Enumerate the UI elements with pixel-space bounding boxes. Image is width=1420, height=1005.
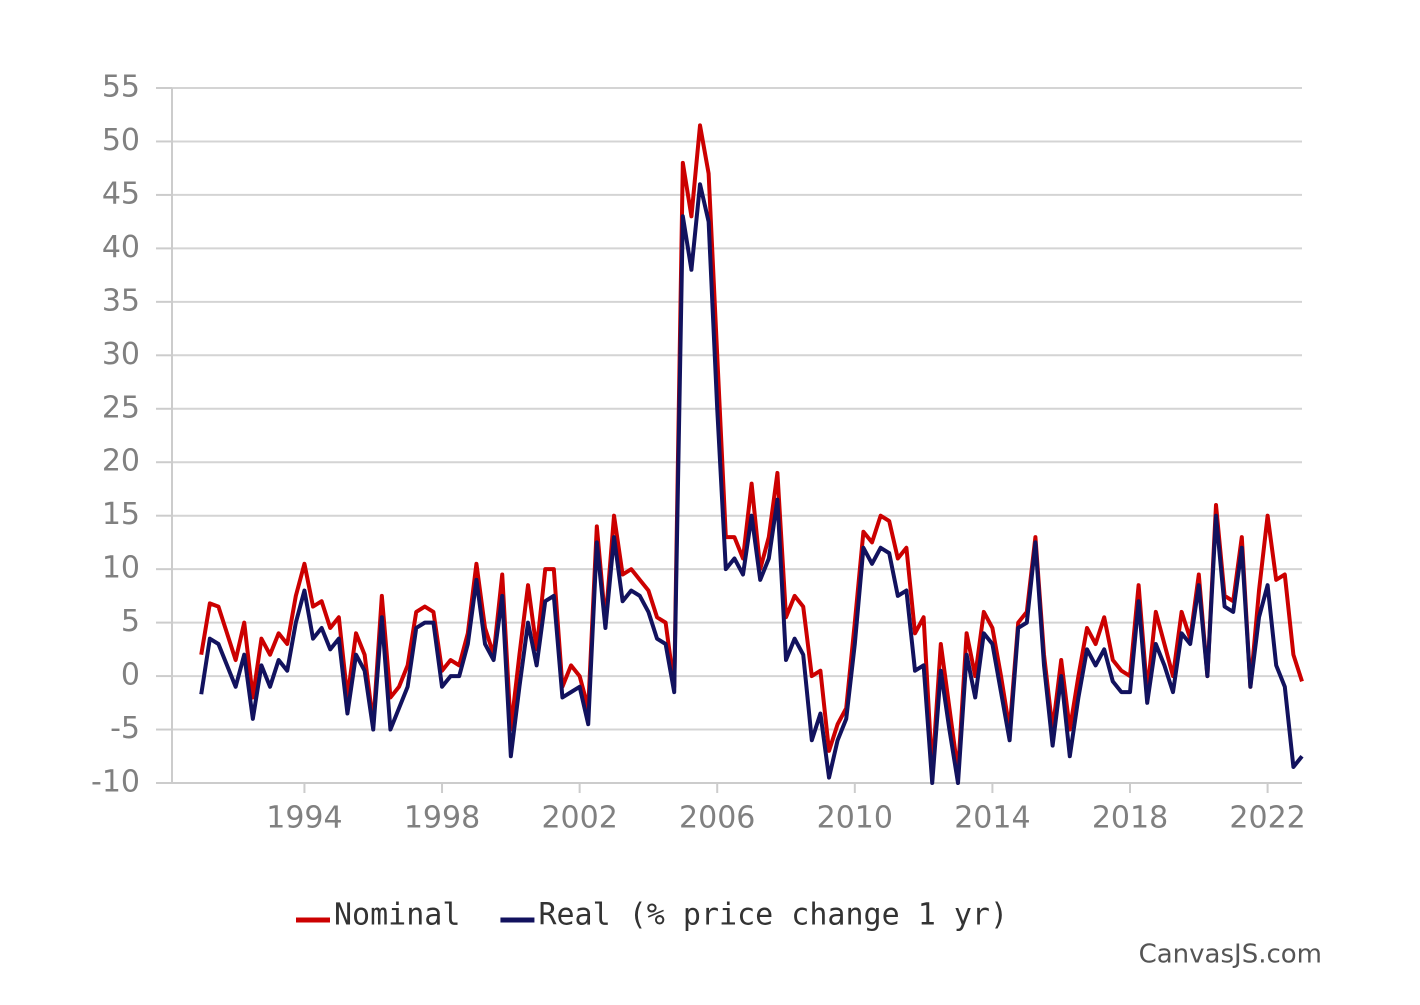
y-tick-label: 15: [102, 497, 140, 532]
y-tick-label: -10: [91, 765, 140, 800]
x-tick-label: 2002: [541, 801, 617, 836]
y-tick-label: 50: [102, 123, 140, 158]
legend-label: Real (% price change 1 yr): [538, 898, 1008, 933]
x-tick-label: 2018: [1092, 801, 1168, 836]
legend-label: Nominal: [334, 898, 460, 933]
data-line: [199, 182, 1304, 785]
y-tick-label: 30: [102, 337, 140, 372]
x-tick-label: 1998: [404, 801, 480, 836]
x-tick-label: 2010: [817, 801, 893, 836]
y-tick-label: 45: [102, 176, 140, 211]
y-tick-label: 20: [102, 444, 140, 479]
y-tick-label: -5: [110, 711, 140, 746]
x-tick-label: 2014: [954, 801, 1030, 836]
y-tick-label: 5: [121, 604, 140, 639]
x-tick-label: 2006: [679, 801, 755, 836]
y-tick-label: 25: [102, 390, 140, 425]
credit: CanvasJS.com: [1139, 940, 1322, 970]
x-tick-label: 1994: [266, 801, 342, 836]
y-tick-label: 0: [121, 658, 140, 693]
y-tick-label: 35: [102, 283, 140, 318]
y-tick-label: 10: [102, 551, 140, 586]
y-tick-label: 55: [102, 70, 140, 105]
y-tick-label: 40: [102, 230, 140, 265]
x-tick-label: 2022: [1229, 801, 1305, 836]
